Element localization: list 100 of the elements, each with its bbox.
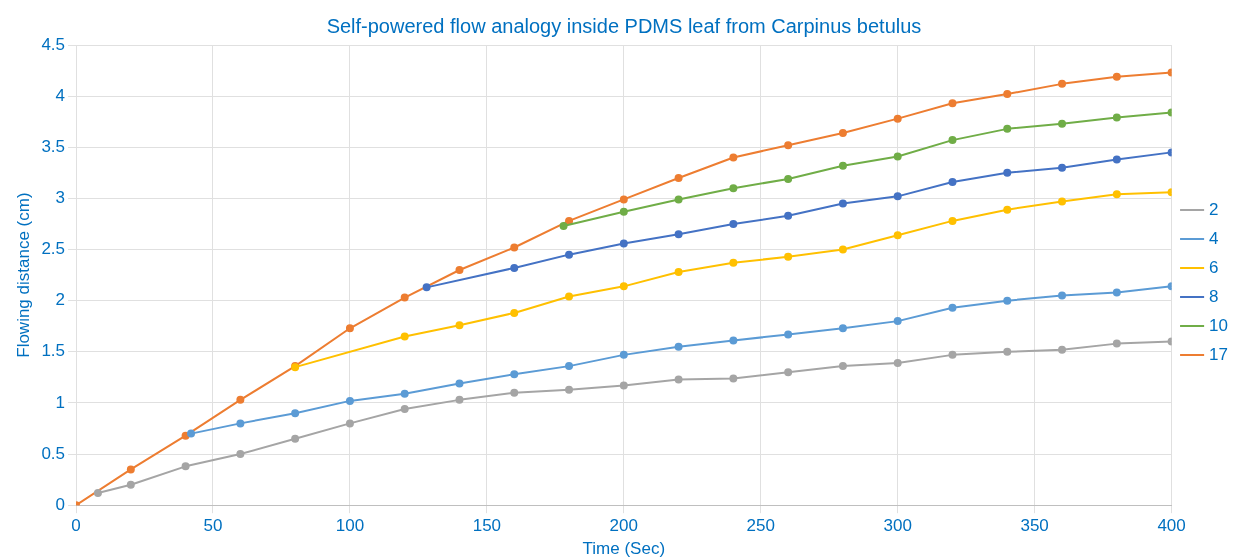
point bbox=[729, 184, 738, 193]
point bbox=[510, 243, 519, 252]
point bbox=[400, 332, 409, 341]
point bbox=[619, 207, 628, 216]
point bbox=[1112, 155, 1121, 164]
point bbox=[345, 396, 354, 405]
point bbox=[784, 368, 793, 377]
point bbox=[1058, 119, 1067, 128]
point bbox=[1112, 72, 1121, 81]
point bbox=[948, 216, 957, 225]
y-tick-label: 3.5 bbox=[41, 136, 66, 156]
point bbox=[893, 317, 902, 326]
point bbox=[1112, 339, 1121, 348]
point bbox=[236, 419, 245, 428]
point bbox=[181, 462, 190, 471]
point bbox=[422, 283, 431, 292]
point bbox=[1003, 296, 1012, 305]
point bbox=[1058, 197, 1067, 206]
point bbox=[291, 434, 300, 443]
x-tick-label: 300 bbox=[883, 516, 912, 536]
x-tick-label: 150 bbox=[472, 516, 502, 536]
point bbox=[565, 292, 574, 301]
point bbox=[948, 303, 957, 312]
point bbox=[559, 222, 568, 231]
point bbox=[400, 293, 409, 302]
point bbox=[400, 389, 409, 398]
x-tick-label: 250 bbox=[746, 516, 775, 536]
point bbox=[893, 114, 902, 123]
point bbox=[838, 245, 847, 254]
point bbox=[126, 465, 135, 474]
point bbox=[674, 268, 683, 277]
point bbox=[784, 211, 793, 220]
point bbox=[784, 330, 793, 339]
point bbox=[1112, 113, 1121, 122]
legend-label: 17 bbox=[1209, 344, 1229, 364]
point bbox=[455, 265, 464, 274]
point bbox=[1003, 90, 1012, 99]
point bbox=[1003, 347, 1012, 356]
point bbox=[948, 350, 957, 359]
point bbox=[236, 395, 245, 404]
y-tick-label: 4.5 bbox=[41, 34, 66, 54]
y-axis-title: Flowing distance (cm) bbox=[13, 192, 33, 358]
point bbox=[893, 231, 902, 240]
x-tick-label: 50 bbox=[203, 516, 223, 536]
y-tick-label: 1 bbox=[55, 392, 66, 412]
point bbox=[838, 199, 847, 208]
point bbox=[1003, 205, 1012, 214]
point bbox=[1112, 288, 1121, 297]
point bbox=[674, 173, 683, 182]
point bbox=[674, 375, 683, 384]
point bbox=[893, 152, 902, 161]
point bbox=[674, 195, 683, 204]
point bbox=[674, 342, 683, 351]
point bbox=[1058, 79, 1067, 88]
point bbox=[1003, 124, 1012, 133]
point bbox=[619, 282, 628, 291]
point bbox=[510, 263, 519, 272]
point bbox=[893, 359, 902, 368]
point bbox=[565, 385, 574, 394]
point bbox=[674, 230, 683, 239]
point bbox=[510, 308, 519, 317]
point bbox=[784, 252, 793, 261]
x-tick-label: 0 bbox=[71, 516, 81, 536]
point bbox=[729, 153, 738, 162]
point bbox=[784, 141, 793, 150]
point bbox=[455, 379, 464, 388]
point bbox=[838, 128, 847, 137]
point bbox=[565, 250, 574, 259]
legend-label: 6 bbox=[1209, 257, 1219, 277]
x-tick-label: 100 bbox=[335, 516, 365, 536]
point bbox=[455, 321, 464, 330]
point bbox=[619, 195, 628, 204]
point bbox=[1003, 168, 1012, 177]
y-tick-label: 0 bbox=[55, 494, 66, 514]
point bbox=[893, 192, 902, 201]
point bbox=[510, 370, 519, 379]
y-tick-label: 0.5 bbox=[41, 443, 66, 463]
point bbox=[948, 99, 957, 108]
point bbox=[400, 405, 409, 414]
x-tick-label: 400 bbox=[1157, 516, 1186, 536]
point bbox=[93, 488, 102, 497]
point bbox=[455, 395, 464, 404]
y-tick-label: 2 bbox=[55, 290, 66, 310]
point bbox=[729, 374, 738, 383]
x-axis-title: Time (Sec) bbox=[582, 539, 666, 559]
legend-label: 10 bbox=[1209, 315, 1229, 335]
y-tick-label: 4 bbox=[55, 85, 66, 105]
legend-label: 4 bbox=[1209, 228, 1219, 248]
point bbox=[838, 324, 847, 333]
point bbox=[126, 480, 135, 489]
legend-label: 8 bbox=[1209, 286, 1219, 306]
point bbox=[291, 409, 300, 418]
chart-title: Self-powered flow analogy inside PDMS leaf from Carpinus betulus bbox=[326, 14, 922, 37]
point bbox=[1058, 291, 1067, 300]
point bbox=[729, 219, 738, 228]
point bbox=[838, 161, 847, 170]
point bbox=[619, 350, 628, 359]
point bbox=[729, 336, 738, 345]
point bbox=[784, 174, 793, 183]
point bbox=[187, 429, 196, 438]
